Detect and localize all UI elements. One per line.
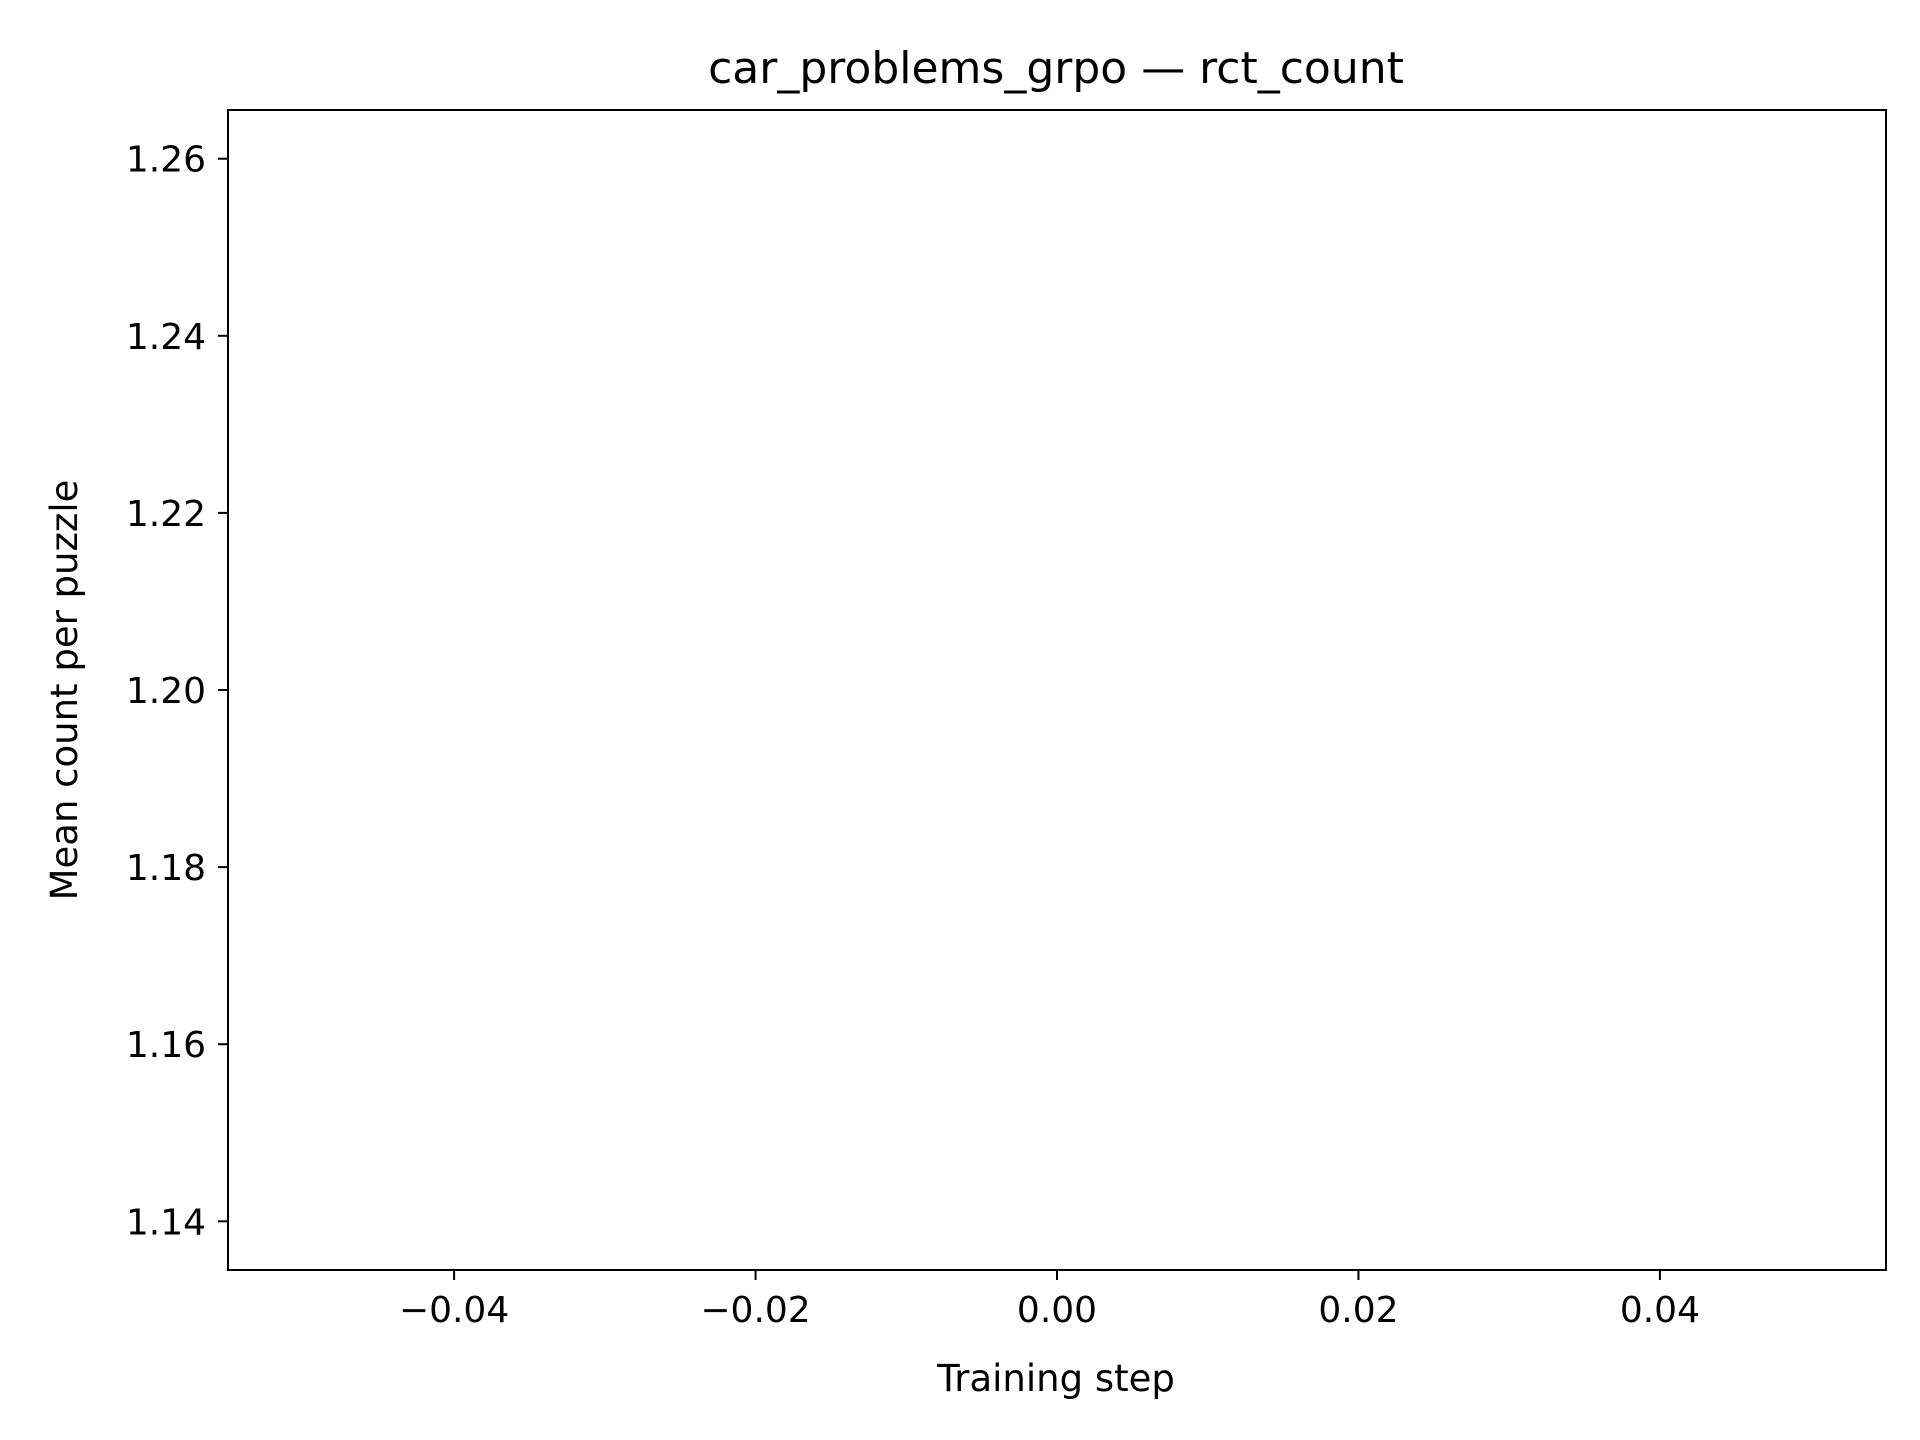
y-tick-label: 1.16: [126, 1025, 206, 1066]
x-tick-label: 0.04: [1620, 1290, 1700, 1331]
y-axis: 1.14 1.16 1.18 1.20 1.22 1.24 1.26: [126, 140, 228, 1243]
x-axis: −0.04 −0.02 0.00 0.02 0.04: [399, 1270, 1700, 1331]
y-tick-label: 1.20: [126, 671, 206, 712]
x-axis-label: Training step: [936, 1357, 1175, 1400]
y-tick-label: 1.24: [126, 317, 206, 358]
y-axis-label: Mean count per puzzle: [43, 480, 86, 901]
y-tick-label: 1.26: [126, 140, 206, 181]
y-tick-label: 1.18: [126, 848, 206, 889]
chart-title: car_problems_grpo — rct_count: [708, 43, 1404, 94]
x-tick-label: 0.02: [1318, 1290, 1398, 1331]
y-tick-label: 1.14: [126, 1202, 206, 1243]
y-tick-label: 1.22: [126, 494, 206, 535]
x-tick-label: −0.02: [700, 1290, 810, 1331]
x-tick-label: −0.04: [399, 1290, 509, 1331]
x-tick-label: 0.00: [1017, 1290, 1097, 1331]
